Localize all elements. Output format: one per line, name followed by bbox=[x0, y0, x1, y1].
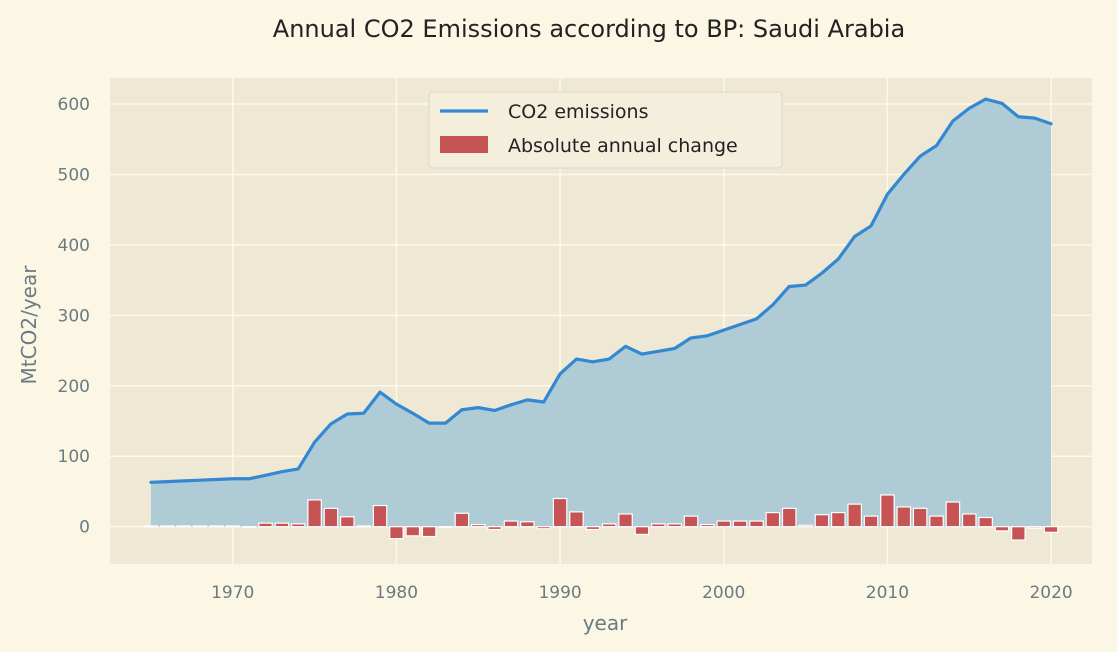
x-tick-label: 1970 bbox=[211, 583, 254, 603]
legend-bar-swatch bbox=[440, 136, 488, 153]
change-bar bbox=[421, 526, 437, 538]
annual-change-bars bbox=[143, 494, 1059, 541]
x-tick-labels: 1970 1980 1990 2000 2010 2020 bbox=[211, 583, 1073, 603]
change-bar bbox=[487, 526, 502, 531]
change-bar bbox=[307, 499, 322, 528]
y-tick-label: 600 bbox=[58, 95, 90, 115]
change-bar bbox=[601, 523, 617, 528]
change-bar bbox=[503, 520, 519, 528]
change-bar bbox=[781, 507, 797, 528]
change-bar bbox=[520, 521, 535, 528]
legend-label-change: Absolute annual change bbox=[508, 135, 738, 157]
y-tick-label: 200 bbox=[58, 377, 90, 397]
change-bar bbox=[978, 516, 993, 528]
change-bar bbox=[634, 526, 650, 536]
change-bar bbox=[274, 522, 290, 528]
change-bar bbox=[847, 503, 862, 528]
x-tick-label: 2010 bbox=[866, 583, 909, 603]
change-bar bbox=[683, 515, 699, 528]
change-bar bbox=[667, 523, 682, 528]
change-bar bbox=[405, 526, 421, 537]
change-bar bbox=[225, 525, 241, 528]
change-bar bbox=[863, 515, 879, 528]
change-bar bbox=[569, 511, 584, 528]
change-bar bbox=[732, 520, 748, 528]
change-bar bbox=[945, 501, 961, 528]
change-bar bbox=[700, 523, 715, 528]
change-bar bbox=[372, 504, 388, 528]
change-bar bbox=[438, 526, 453, 528]
y-axis-label: MtCO2/year bbox=[17, 265, 41, 385]
change-bar bbox=[143, 525, 159, 528]
change-bar bbox=[798, 524, 813, 528]
change-bar bbox=[552, 497, 568, 528]
y-tick-label: 300 bbox=[58, 306, 90, 326]
change-bar bbox=[389, 526, 404, 540]
change-bar bbox=[1011, 526, 1026, 541]
change-bar bbox=[356, 525, 371, 528]
change-bar bbox=[323, 507, 339, 528]
x-axis-label: year bbox=[583, 611, 628, 635]
change-bar bbox=[176, 525, 191, 528]
change-bar bbox=[749, 520, 764, 528]
change-bar bbox=[470, 523, 486, 528]
y-tick-labels: 0 100 200 300 400 500 600 bbox=[58, 95, 90, 538]
change-bar bbox=[618, 513, 633, 528]
y-tick-label: 500 bbox=[58, 165, 90, 185]
change-bar bbox=[961, 513, 977, 528]
x-tick-label: 1980 bbox=[375, 583, 418, 603]
change-bar bbox=[536, 526, 552, 530]
change-bar bbox=[994, 526, 1010, 532]
y-tick-label: 0 bbox=[79, 518, 90, 538]
change-bar bbox=[209, 525, 224, 528]
change-bar bbox=[290, 523, 306, 528]
change-bar bbox=[340, 516, 355, 528]
change-bar bbox=[650, 523, 666, 528]
x-tick-label: 2020 bbox=[1029, 583, 1072, 603]
x-tick-label: 2000 bbox=[702, 583, 745, 603]
change-bar bbox=[1043, 526, 1059, 533]
change-bar bbox=[1027, 526, 1043, 529]
y-tick-label: 400 bbox=[58, 236, 90, 256]
change-bar bbox=[454, 512, 470, 528]
change-bar bbox=[585, 526, 601, 531]
emissions-area bbox=[150, 99, 1052, 527]
change-bar bbox=[716, 520, 732, 528]
change-bar bbox=[159, 525, 175, 528]
legend-box bbox=[428, 91, 783, 169]
chart-title: Annual CO2 Emissions according to BP: Sa… bbox=[273, 15, 905, 43]
legend: CO2 emissions Absolute annual change bbox=[428, 91, 783, 169]
x-tick-label: 1990 bbox=[538, 583, 581, 603]
emissions-line bbox=[149, 97, 1053, 484]
change-bar bbox=[258, 522, 273, 528]
change-bar bbox=[241, 526, 257, 528]
change-bar bbox=[929, 515, 944, 528]
change-bar bbox=[880, 494, 895, 528]
change-bar bbox=[765, 511, 781, 528]
change-bar bbox=[831, 511, 846, 528]
change-bar bbox=[192, 525, 208, 528]
change-bar bbox=[896, 506, 912, 528]
change-bar bbox=[814, 514, 830, 528]
legend-label-emissions: CO2 emissions bbox=[508, 101, 648, 123]
y-tick-label: 100 bbox=[58, 447, 90, 467]
change-bar bbox=[912, 507, 928, 528]
